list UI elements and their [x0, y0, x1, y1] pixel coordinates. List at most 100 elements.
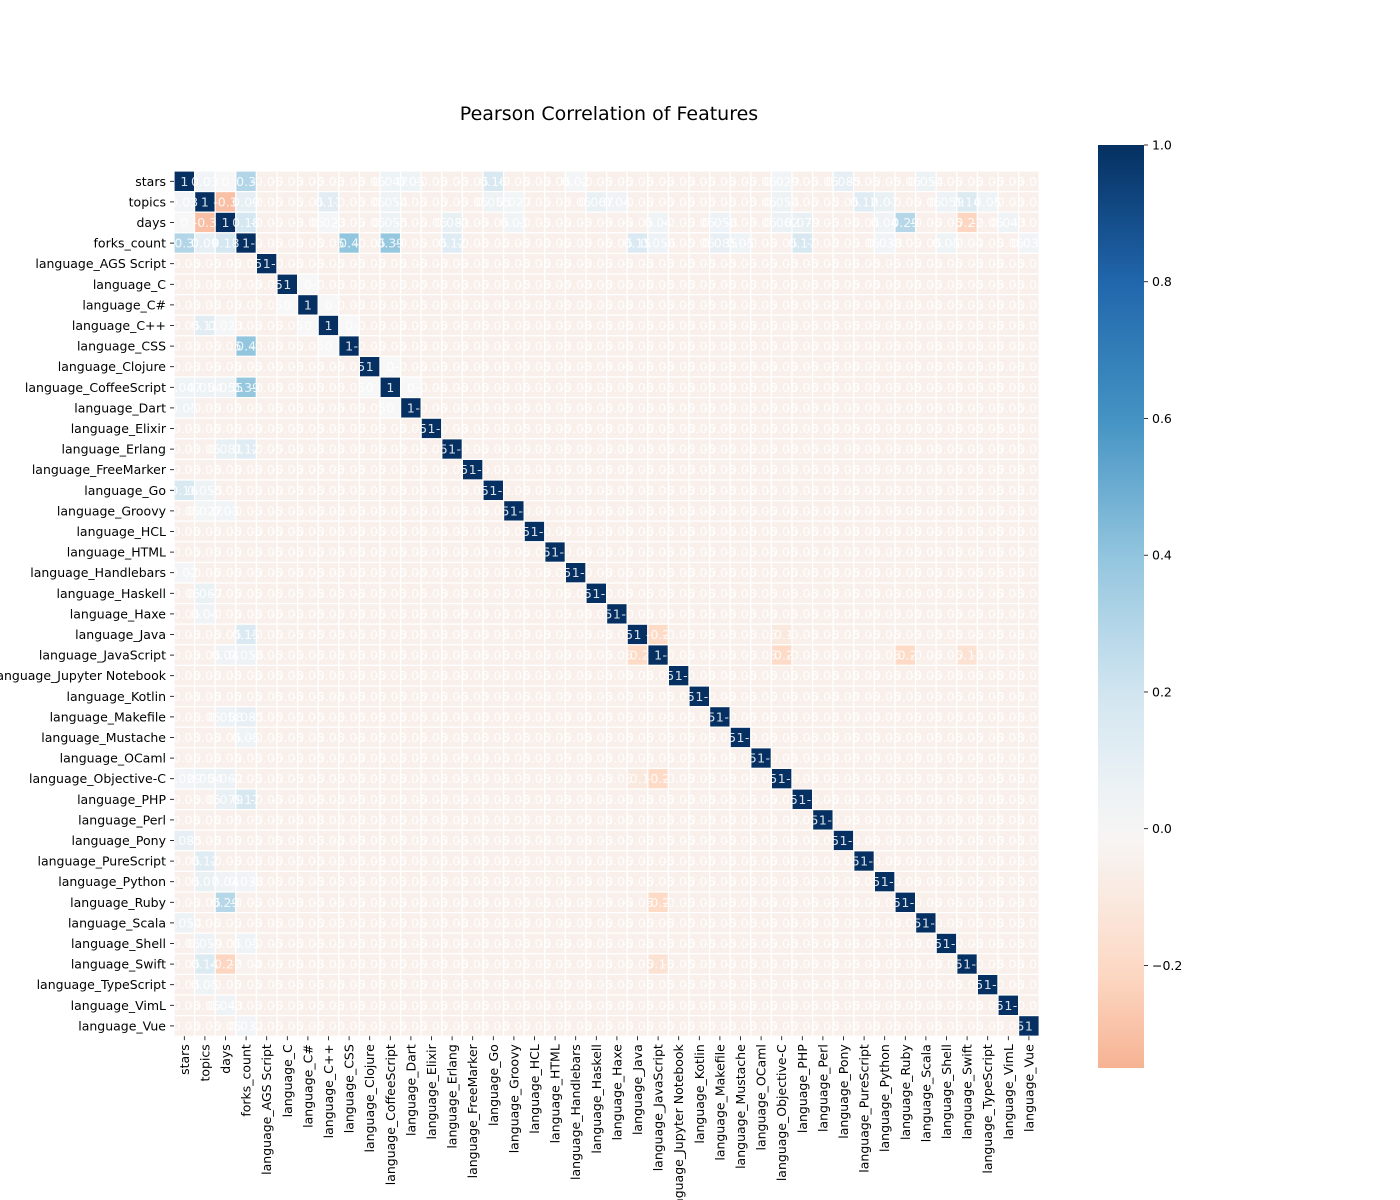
y-tick-label: language_Haskell [57, 586, 166, 601]
cell-value-label: -0.05 [1013, 977, 1045, 992]
x-tick-label: language_Dart [403, 1044, 418, 1136]
cell-value-label: -0.05 [1013, 648, 1045, 663]
cell-value-label: -0.05 [1013, 874, 1045, 889]
cell-value-label: -0.05 [1013, 586, 1045, 601]
x-tick-label: language_HTML [548, 1044, 563, 1143]
y-tick-label: language_Clojure [58, 359, 167, 374]
cell-value-label: -0.05 [1013, 854, 1045, 869]
cell-value-label: 1 [428, 421, 436, 436]
x-tick-label: language_Swift [960, 1044, 975, 1139]
cell-value-label: -0.05 [930, 957, 962, 972]
x-tick-label: language_Clojure [362, 1044, 377, 1153]
cell-value-label: 1 [469, 462, 477, 477]
cell-value-label: -0.05 [807, 833, 839, 848]
x-tick-label: language_PHP [795, 1044, 810, 1133]
chart-title: Pearson Correlation of Features [460, 103, 758, 125]
cell-value-label: 1 [345, 339, 353, 354]
cell-value-label: -0.05 [1013, 936, 1045, 951]
cell-value-label: 1 [716, 709, 724, 724]
cell-value-label: -0.05 [951, 977, 983, 992]
x-tick-label: language_Handlebars [568, 1044, 583, 1180]
cell-value-label: -0.2 [625, 648, 649, 663]
y-tick-label: language_Scala [68, 915, 166, 930]
cell-value-label: -0.05 [1013, 442, 1045, 457]
y-tick-label: language_HCL [76, 524, 166, 539]
x-tick-label: language_PureScript [857, 1044, 872, 1173]
cell-value-label: 1 [242, 236, 250, 251]
cell-value-label: 1 [180, 174, 188, 189]
cell-value-label: -0.05 [271, 318, 303, 333]
cell-value-label: 1 [510, 503, 518, 518]
y-tick-label: language_Dart [74, 400, 166, 415]
y-tick-label: language_C [93, 277, 166, 292]
cell-value-label: 1 [881, 874, 889, 889]
y-tick-label: language_VimL [71, 998, 166, 1013]
y-tick-label: language_Kotlin [67, 689, 166, 704]
cell-value-label: 0 [304, 277, 312, 292]
cell-value-label: -0.05 [333, 380, 365, 395]
cell-value-label: -0.05 [539, 565, 571, 580]
cell-value-label: 1 [757, 751, 765, 766]
y-tick-label: days [136, 215, 166, 230]
y-tick-label: language_CSS [77, 339, 166, 354]
cell-value-label: 0 [345, 318, 353, 333]
cell-value-label: 1 [963, 957, 971, 972]
x-tick-label: stars [177, 1044, 192, 1075]
y-tick-label: language_CoffeeScript [25, 380, 166, 395]
cell-value-label: -0.05 [354, 400, 386, 415]
y-tick-label: language_HTML [67, 545, 166, 560]
x-tick-label: language_CSS [342, 1044, 357, 1133]
x-tick-label: language_TypeScript [980, 1044, 995, 1174]
cell-value-label: -0.05 [1013, 833, 1045, 848]
x-tick-label: language_Scala [918, 1044, 933, 1142]
cell-value-label: 1 [613, 606, 621, 621]
y-tick-label: language_Vue [78, 1018, 166, 1033]
cell-value-label: 1 [304, 297, 312, 312]
cell-value-label: 1 [531, 524, 539, 539]
cell-value-label: -0.05 [457, 483, 489, 498]
x-tick-label: language_Ruby [898, 1044, 913, 1140]
cell-value-label: 1 [572, 565, 580, 580]
cell-value-label: 0.18 [212, 236, 240, 251]
cell-value-label: 0 [366, 380, 374, 395]
y-tick-label: language_PHP [77, 792, 166, 807]
cell-value-label: 1 [654, 648, 662, 663]
cell-value-label: -0.05 [518, 545, 550, 560]
y-tick-label: language_Perl [78, 812, 166, 827]
y-tick-label: topics [129, 194, 166, 209]
y-tick-label: language_Haxe [70, 606, 167, 621]
cell-value-label: -0.05 [1013, 503, 1045, 518]
cell-value-label: -0.05 [1013, 565, 1045, 580]
cell-value-label: -0.05 [1013, 215, 1045, 230]
cell-value-label: -0.05 [1013, 256, 1045, 271]
y-tick-label: language_C# [82, 297, 166, 312]
x-tick-label: language_Haxe [609, 1044, 624, 1141]
x-tick-label: days [218, 1044, 233, 1074]
cell-value-label: -0.05 [1013, 915, 1045, 930]
cell-value-label: -0.05 [910, 936, 942, 951]
cell-value-label: 1 [860, 854, 868, 869]
cell-value-label: 1 [592, 586, 600, 601]
cell-value-label: -0.05 [1013, 957, 1045, 972]
cell-value-label: 1 [922, 915, 930, 930]
cell-value-label: -0.05 [1013, 895, 1045, 910]
cell-value-label: 1 [737, 730, 745, 745]
cell-value-label: -0.05 [1013, 627, 1045, 642]
x-tick-label: forks_count [239, 1044, 254, 1117]
cell-value-label: 0 [407, 380, 415, 395]
cell-value-label: -0.05 [1013, 812, 1045, 827]
cell-value-label: -0.05 [580, 606, 612, 621]
cell-value-label: 0 [283, 297, 291, 312]
cell-value-label: -0.05 [869, 895, 901, 910]
cell-value-label: -0.05 [1013, 194, 1045, 209]
cell-value-label: -0.05 [889, 915, 921, 930]
cell-value-label: -0.05 [766, 792, 798, 807]
cell-value-label: -0.05 [1013, 318, 1045, 333]
cell-value-label: -0.05 [1013, 689, 1045, 704]
heatmap-cells [173, 170, 1040, 1037]
cell-value-label: -0.05 [1013, 359, 1045, 374]
cell-value-label: -0.05 [333, 359, 365, 374]
y-tick-label: language_Pony [71, 833, 166, 848]
x-tick-label: language_Elixir [424, 1043, 439, 1139]
